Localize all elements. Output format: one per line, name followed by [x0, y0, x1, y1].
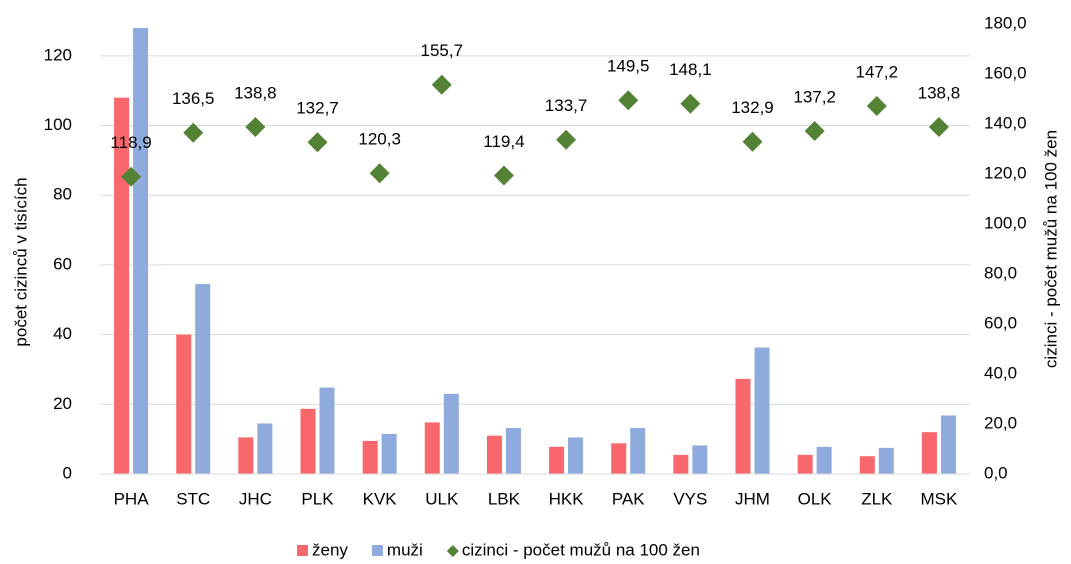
marker	[680, 93, 701, 114]
legend-label: cizinci - počet mužů na 100 žen	[462, 540, 700, 559]
y2-tick-label: 160,0	[984, 63, 1027, 82]
bar	[816, 446, 832, 474]
marker	[369, 163, 390, 184]
bar	[257, 423, 273, 474]
bar	[673, 454, 689, 474]
marker	[804, 121, 825, 141]
data-label: 132,7	[296, 99, 339, 118]
y-tick-label: 80	[53, 185, 72, 204]
bar	[692, 445, 708, 474]
bar	[486, 435, 502, 474]
bar	[362, 440, 378, 474]
marker	[431, 74, 452, 95]
bar	[878, 447, 894, 474]
bar	[921, 432, 937, 474]
y2-tick-label: 100,0	[984, 213, 1027, 232]
y2-tick-label: 140,0	[984, 113, 1027, 132]
bar	[611, 443, 627, 474]
bar	[319, 387, 335, 474]
bar	[424, 422, 440, 474]
y-tick-label: 0	[63, 463, 72, 482]
x-tick-label: STC	[176, 489, 210, 508]
y2-tick-label: 80,0	[984, 263, 1017, 282]
bar	[238, 437, 254, 474]
bar	[859, 456, 875, 474]
x-tick-label: KVK	[363, 489, 398, 508]
marker	[742, 131, 763, 152]
bar	[568, 437, 584, 474]
bar	[114, 97, 130, 475]
data-label: 138,8	[234, 83, 277, 102]
data-label: 132,9	[731, 98, 774, 117]
x-tick-label: VYS	[673, 489, 707, 508]
bar	[133, 27, 149, 474]
y-tick-label: 20	[53, 394, 72, 413]
marker	[928, 117, 949, 137]
bar	[735, 378, 751, 474]
legend-marker	[446, 545, 459, 557]
data-label: 148,1	[669, 60, 712, 79]
y2-tick-label: 180,0	[984, 13, 1027, 32]
x-tick-label: LBK	[488, 489, 521, 508]
data-label: 136,5	[172, 89, 215, 108]
y2-tick-label: 20,0	[984, 413, 1017, 432]
x-tick-label: JHM	[735, 489, 770, 508]
legend-label: muži	[387, 540, 423, 559]
marker	[866, 96, 887, 116]
bar	[505, 428, 521, 474]
y2-tick-label: 40,0	[984, 363, 1017, 382]
x-tick-label: PLK	[301, 489, 334, 508]
y-axis-label: počet cizinců v tisících	[11, 177, 30, 346]
marker	[183, 122, 204, 143]
marker	[556, 129, 577, 150]
data-label: 147,2	[856, 62, 899, 81]
marker	[493, 165, 514, 186]
y-tick-label: 120	[44, 45, 72, 64]
bar	[549, 446, 565, 474]
marker	[245, 117, 266, 137]
bar	[754, 347, 770, 474]
marker	[618, 90, 639, 111]
data-label: 137,2	[793, 87, 836, 106]
y2-axis-label: cizinci - počet mužů na 100 žen	[1041, 130, 1060, 368]
bar	[940, 415, 956, 474]
x-tick-label: ULK	[425, 489, 459, 508]
y-tick-label: 100	[44, 115, 72, 134]
legend-label: ženy	[312, 540, 348, 559]
y2-tick-label: 120,0	[984, 163, 1027, 182]
x-tick-label: PHA	[114, 489, 150, 508]
data-label: 155,7	[421, 41, 464, 60]
x-tick-label: JHC	[239, 489, 272, 508]
bar	[176, 334, 192, 474]
y-tick-label: 60	[53, 254, 72, 273]
data-label: 119,4	[483, 132, 524, 151]
marker	[121, 166, 142, 187]
data-label: 120,3	[358, 130, 401, 149]
x-tick-label: OLK	[798, 489, 833, 508]
marker	[307, 132, 328, 153]
bar	[300, 408, 316, 474]
y2-tick-label: 60,0	[984, 313, 1017, 332]
x-tick-label: ZLK	[861, 489, 893, 508]
data-label: 149,5	[607, 57, 650, 76]
bar	[195, 284, 211, 474]
x-tick-label: MSK	[921, 489, 959, 508]
legend-swatch	[371, 545, 383, 556]
bar	[381, 433, 397, 474]
bar	[630, 428, 646, 474]
bar	[797, 454, 813, 474]
bar	[443, 393, 459, 474]
x-tick-label: HKK	[549, 489, 585, 508]
y-tick-label: 40	[53, 324, 72, 343]
x-tick-label: PAK	[612, 489, 645, 508]
data-label: 133,7	[545, 96, 588, 115]
data-label: 118,9	[110, 133, 151, 152]
legend-swatch	[297, 545, 308, 556]
data-label: 138,8	[918, 83, 961, 102]
y2-tick-label: 0,0	[984, 463, 1008, 482]
